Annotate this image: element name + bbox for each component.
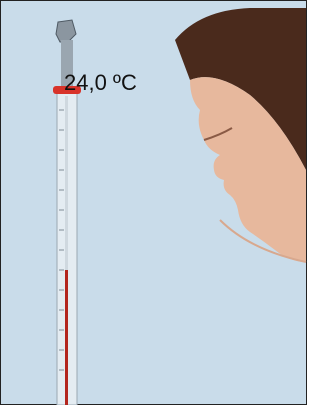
capillary xyxy=(65,96,68,270)
liquid xyxy=(65,270,68,405)
photo: 24,0 ºC xyxy=(0,0,307,405)
temperature-label: 24,0 ºC xyxy=(64,70,137,95)
